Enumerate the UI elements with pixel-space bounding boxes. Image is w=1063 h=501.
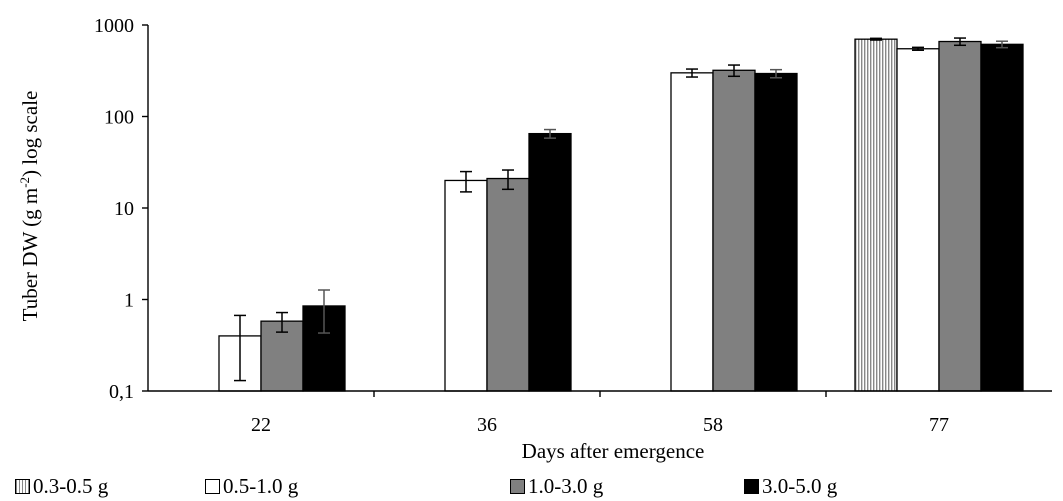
- legend-swatch-3.0-5.0: [744, 479, 759, 494]
- bar: [854, 38, 898, 392]
- error-bar: [870, 37, 882, 41]
- error-bar: [728, 64, 740, 78]
- x-tick-label: 58: [703, 414, 723, 436]
- bars-layer: [218, 37, 1024, 392]
- legend-swatch-1.0-3.0: [510, 479, 525, 494]
- legend-label-0.5-1.0: 0.5-1.0 g: [223, 474, 299, 498]
- y-axis-title-tail: ) log scale: [18, 91, 42, 177]
- y-axis-title-sup: -2: [17, 177, 32, 188]
- chart-canvas: 0,1 1 10 100 1000 22 36 58 77 Days after emergen…: [17, 15, 1052, 463]
- bar: [980, 43, 1024, 392]
- legend-item-1.0-3.0: 1.0-3.0 g: [510, 474, 603, 499]
- bar: [938, 40, 982, 392]
- ticks-layer: 0,1 1 10 100 1000 22 36 58 77: [94, 15, 949, 436]
- bar: [754, 72, 798, 392]
- bar: [528, 132, 572, 392]
- error-bar: [544, 128, 556, 139]
- bar: [712, 69, 756, 392]
- bar: [486, 177, 530, 392]
- legend: 0.3-0.5 g 0.5-1.0 g 1.0-3.0 g 3.0-5.0 g: [12, 474, 1052, 498]
- x-tick-label: 36: [477, 414, 497, 436]
- error-bar: [770, 68, 782, 79]
- y-axis-title-main: Tuber DW (g m: [18, 188, 42, 322]
- legend-label-3.0-5.0: 3.0-5.0 g: [762, 474, 838, 498]
- error-bar: [912, 46, 924, 51]
- error-bar: [502, 169, 514, 191]
- error-bar: [996, 40, 1008, 49]
- legend-label-0.3-0.5: 0.3-0.5 g: [33, 474, 109, 498]
- y-tick-label: 0,1: [109, 381, 134, 403]
- legend-label-1.0-3.0: 1.0-3.0 g: [528, 474, 604, 498]
- error-bar: [276, 311, 288, 333]
- legend-swatch-0.3-0.5: [15, 479, 30, 494]
- x-tick-label: 22: [251, 414, 271, 436]
- error-bar: [460, 170, 472, 193]
- legend-item-0.5-1.0: 0.5-1.0 g: [205, 474, 298, 499]
- bar: [444, 179, 488, 392]
- error-bar: [954, 37, 966, 47]
- y-tick-label: 1: [124, 290, 134, 312]
- legend-item-0.3-0.5: 0.3-0.5 g: [15, 474, 108, 499]
- bar: [896, 48, 940, 392]
- x-tick-label: 77: [929, 414, 949, 436]
- y-axis-title: Tuber DW (g m-2) log scale: [17, 91, 42, 322]
- bar: [670, 72, 714, 392]
- error-bar: [686, 68, 698, 78]
- y-tick-label: 100: [104, 107, 134, 129]
- error-bar: [234, 314, 246, 382]
- error-bar: [318, 289, 330, 334]
- y-tick-label: 1000: [94, 15, 134, 37]
- y-tick-label: 10: [114, 198, 134, 220]
- legend-swatch-0.5-1.0: [205, 479, 220, 494]
- x-axis-title: Days after emergence: [522, 439, 705, 463]
- legend-item-3.0-5.0: 3.0-5.0 g: [744, 474, 837, 499]
